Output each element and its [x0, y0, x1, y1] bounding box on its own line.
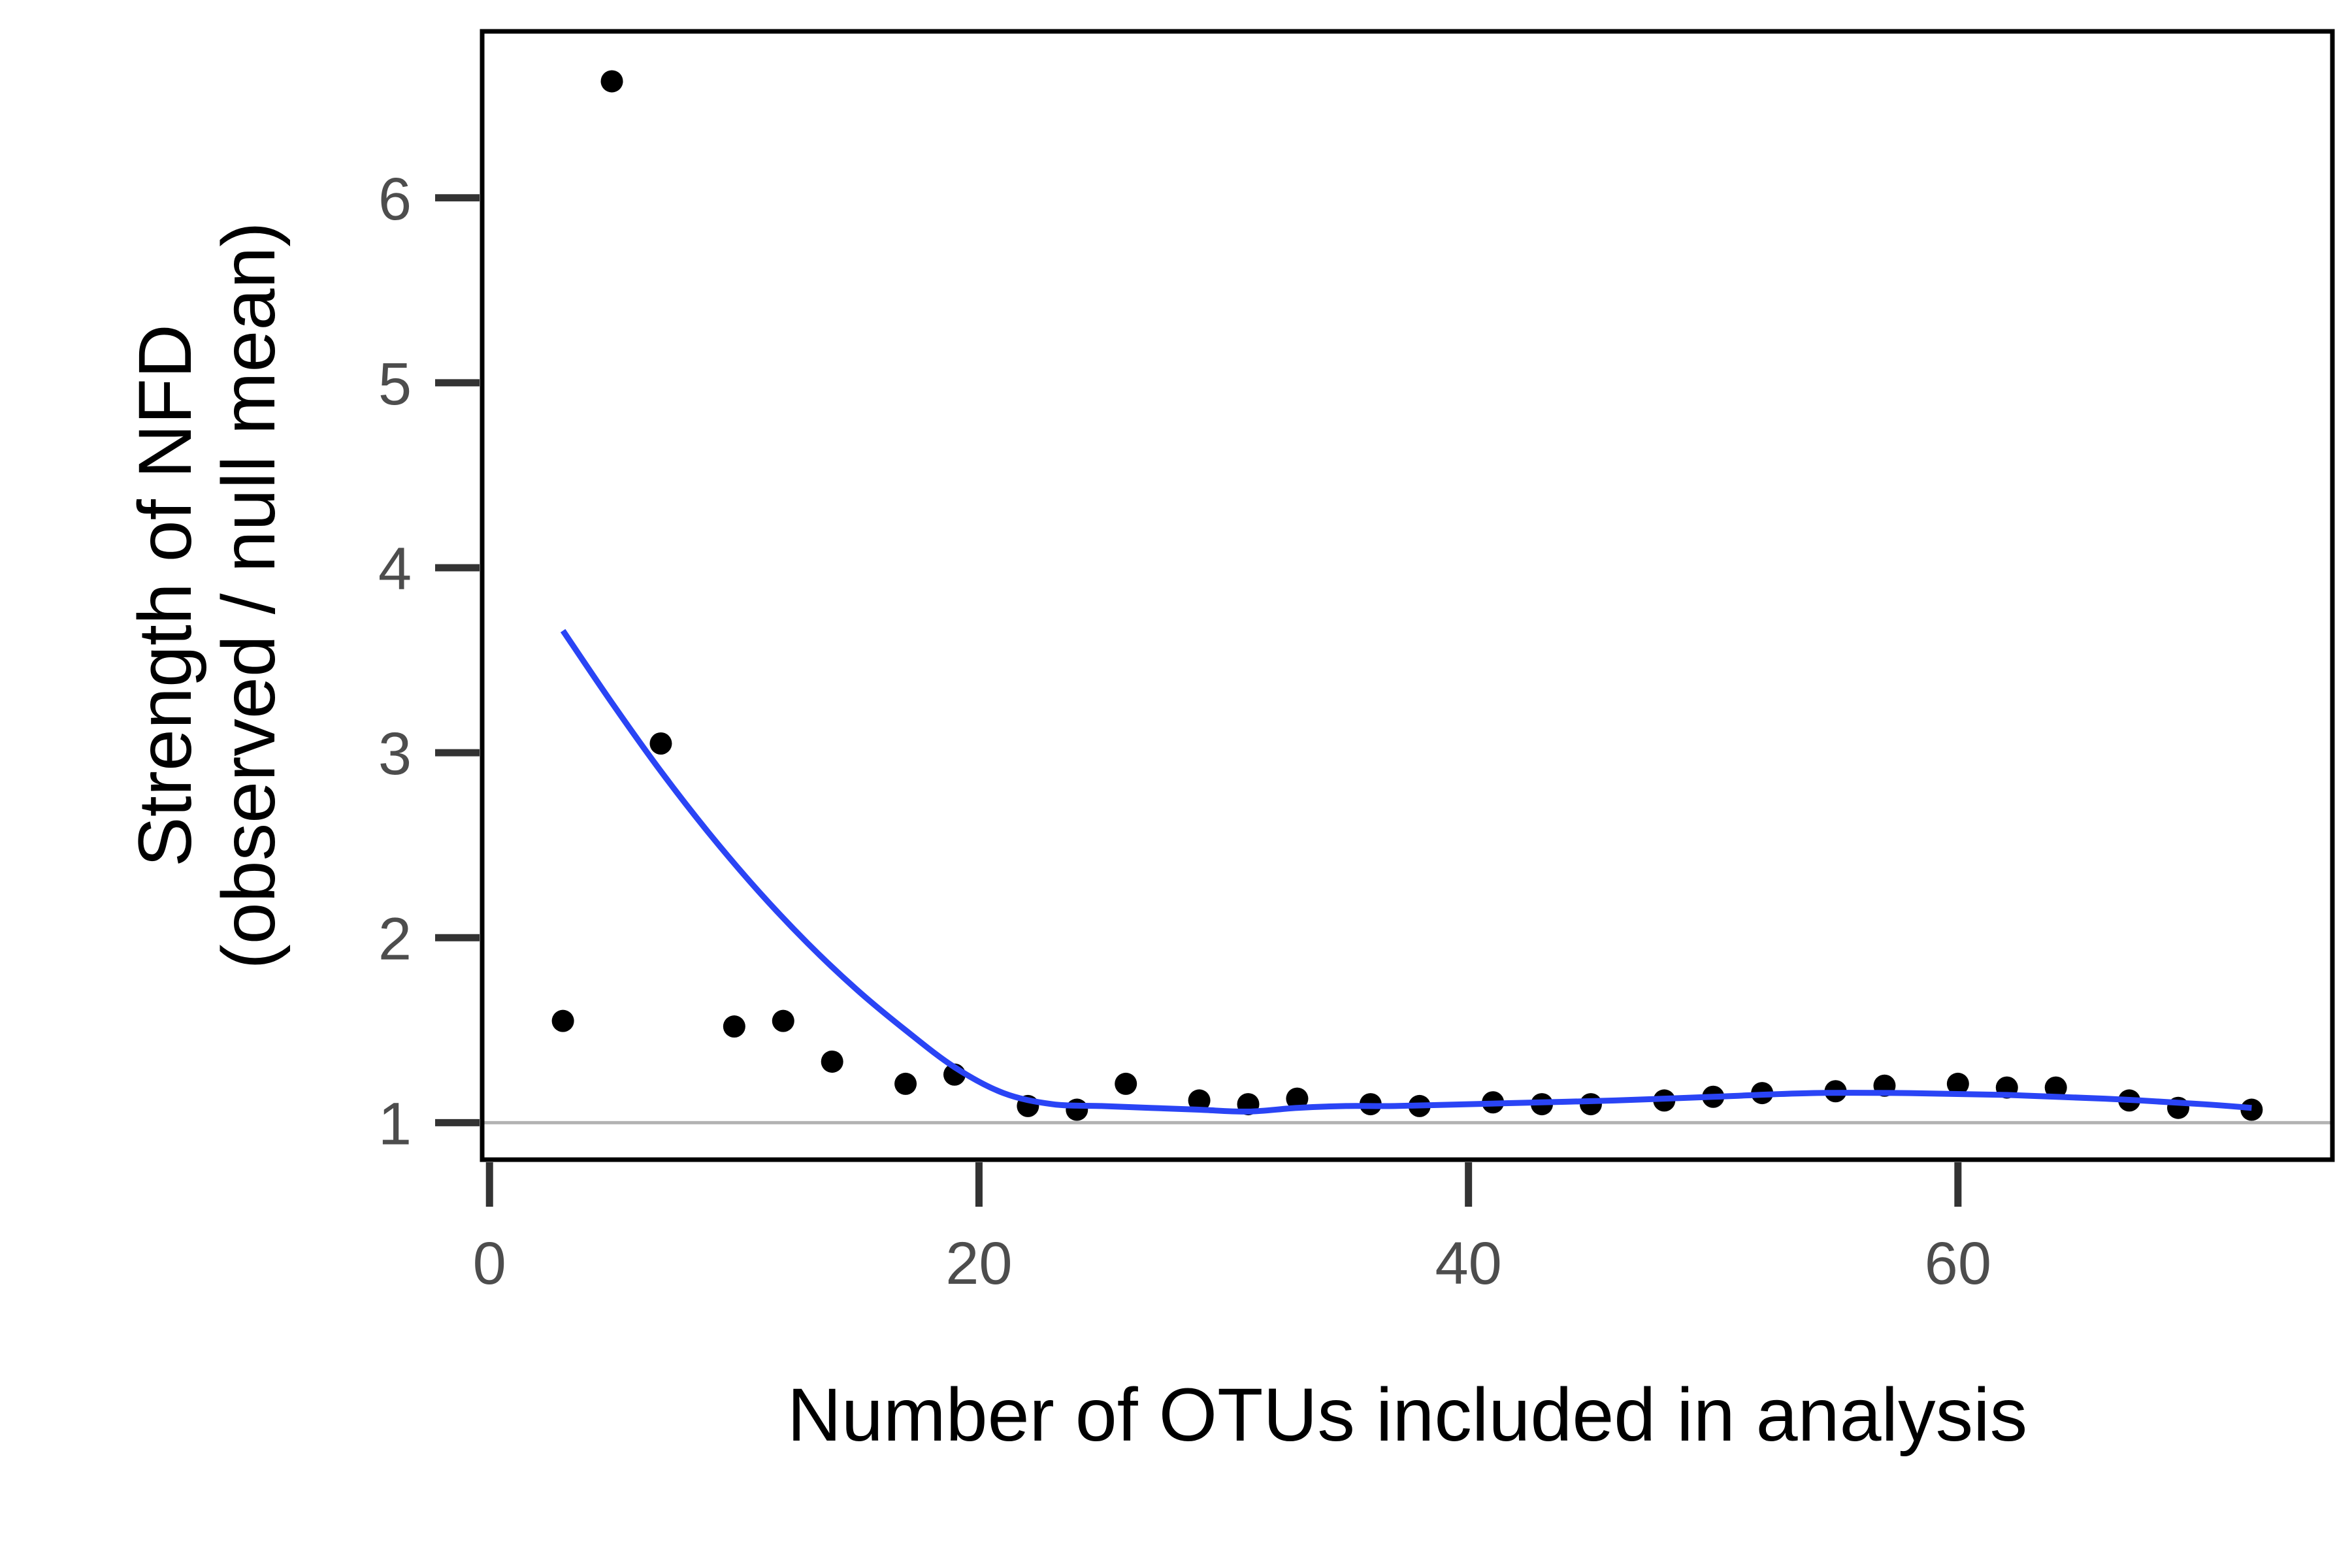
data-point	[1188, 1089, 1211, 1112]
data-point	[649, 732, 672, 755]
y-axis: 1 2 3 4 5 6	[378, 166, 480, 1157]
y-tick-label: 3	[378, 721, 412, 787]
y-tick-label: 4	[378, 536, 412, 602]
x-tick-label: 20	[945, 1230, 1012, 1297]
smooth-trend-line	[560, 629, 2252, 1115]
x-axis-title: Number of OTUs included in analysis	[787, 1373, 2027, 1457]
y-tick-label: 6	[378, 166, 412, 233]
data-point	[1946, 1072, 1969, 1095]
panel-border	[480, 29, 2335, 1162]
data-point	[2044, 1076, 2067, 1099]
y-tick-label: 2	[378, 906, 412, 972]
data-point	[600, 70, 623, 93]
x-tick-label: 60	[1925, 1230, 1991, 1297]
data-point	[2240, 1098, 2263, 1121]
data-point	[1286, 1087, 1309, 1110]
y-axis-title: Strength of NFD (observed / null mean)	[123, 221, 291, 969]
x-tick-label: 0	[473, 1230, 506, 1297]
data-point	[551, 1009, 574, 1032]
x-axis: 0 20 40 60	[473, 1162, 1991, 1297]
y-tick-label: 5	[378, 351, 412, 417]
y-axis-title-line-1: Strength of NFD	[123, 324, 207, 867]
data-point	[894, 1072, 917, 1095]
data-points	[551, 70, 2263, 1121]
data-point	[821, 1050, 843, 1073]
y-axis-title-line-2: (observed / null mean)	[207, 221, 291, 969]
data-point	[1066, 1098, 1088, 1121]
data-point	[772, 1009, 794, 1032]
plot-area	[480, 29, 2335, 1162]
y-tick-label: 1	[378, 1090, 412, 1157]
data-point	[1115, 1072, 1137, 1095]
x-tick-label: 40	[1435, 1230, 1501, 1297]
data-point	[723, 1015, 745, 1038]
